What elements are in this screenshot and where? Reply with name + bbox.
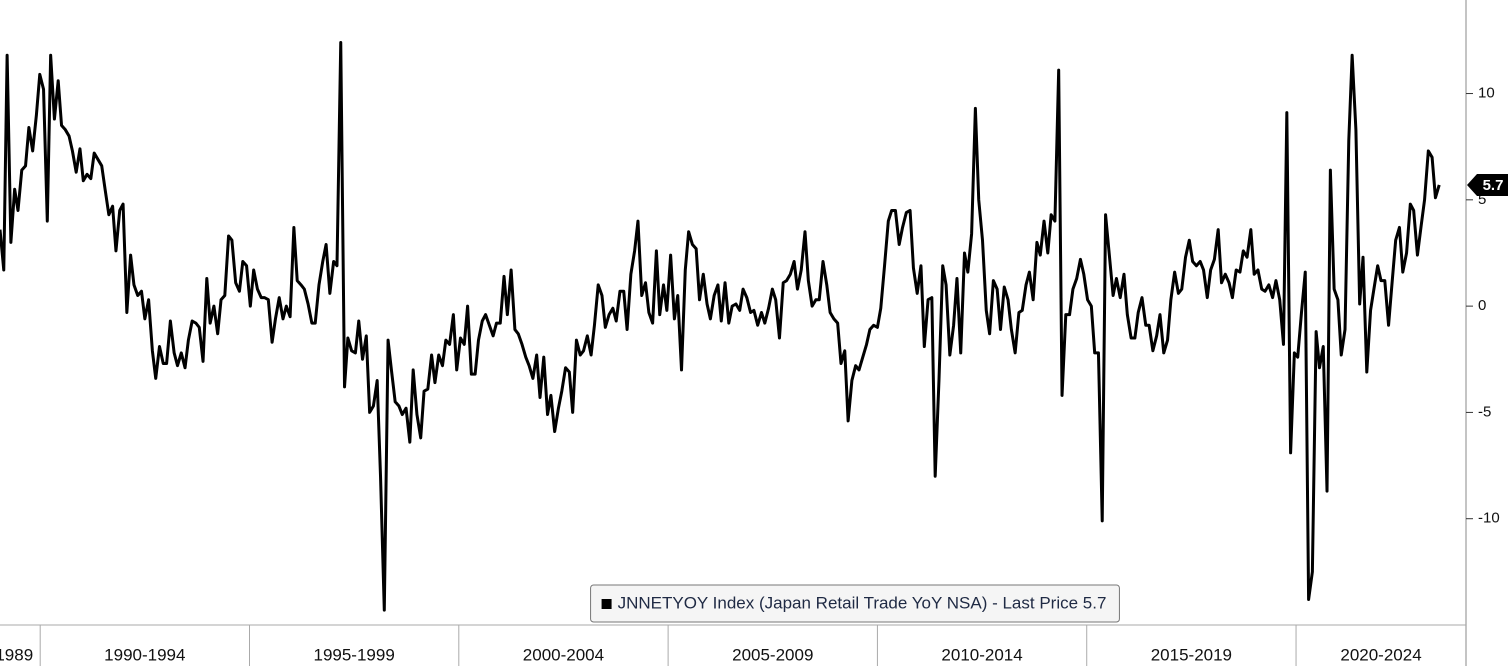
last-price-label: 5.7 bbox=[1483, 177, 1504, 194]
series-line bbox=[0, 41, 1441, 612]
x-tick-label: 2005-2009 bbox=[732, 645, 813, 664]
y-tick-label: -5 bbox=[1478, 403, 1491, 420]
y-tick-label: 5 bbox=[1478, 191, 1486, 208]
x-tick-label: 1995-1999 bbox=[313, 645, 394, 664]
legend: JNNETYOY Index (Japan Retail Trade YoY N… bbox=[590, 584, 1120, 623]
x-tick-label: 2020-2024 bbox=[1340, 645, 1421, 664]
x-tick-label: 2015-2019 bbox=[1151, 645, 1232, 664]
last-price-tag bbox=[1467, 173, 1508, 196]
y-tick-label: -10 bbox=[1478, 510, 1500, 527]
x-tick-label: 2010-2014 bbox=[941, 645, 1022, 664]
legend-box bbox=[590, 584, 1120, 623]
x-tick-label: 1990-1994 bbox=[104, 645, 185, 664]
legend-label: JNNETYOY Index (Japan Retail Trade YoY N… bbox=[618, 593, 1107, 612]
legend-swatch bbox=[601, 599, 612, 609]
x-axis: 1985-1989 1990-1994 1995-1999 2000-2004 2005… bbox=[0, 625, 1422, 666]
x-tick-label: 2000-2004 bbox=[523, 645, 604, 664]
y-tick-label: 0 bbox=[1478, 297, 1486, 314]
x-tick-label: 1985-1989 bbox=[0, 645, 33, 664]
y-tick-label: 10 bbox=[1478, 85, 1495, 102]
